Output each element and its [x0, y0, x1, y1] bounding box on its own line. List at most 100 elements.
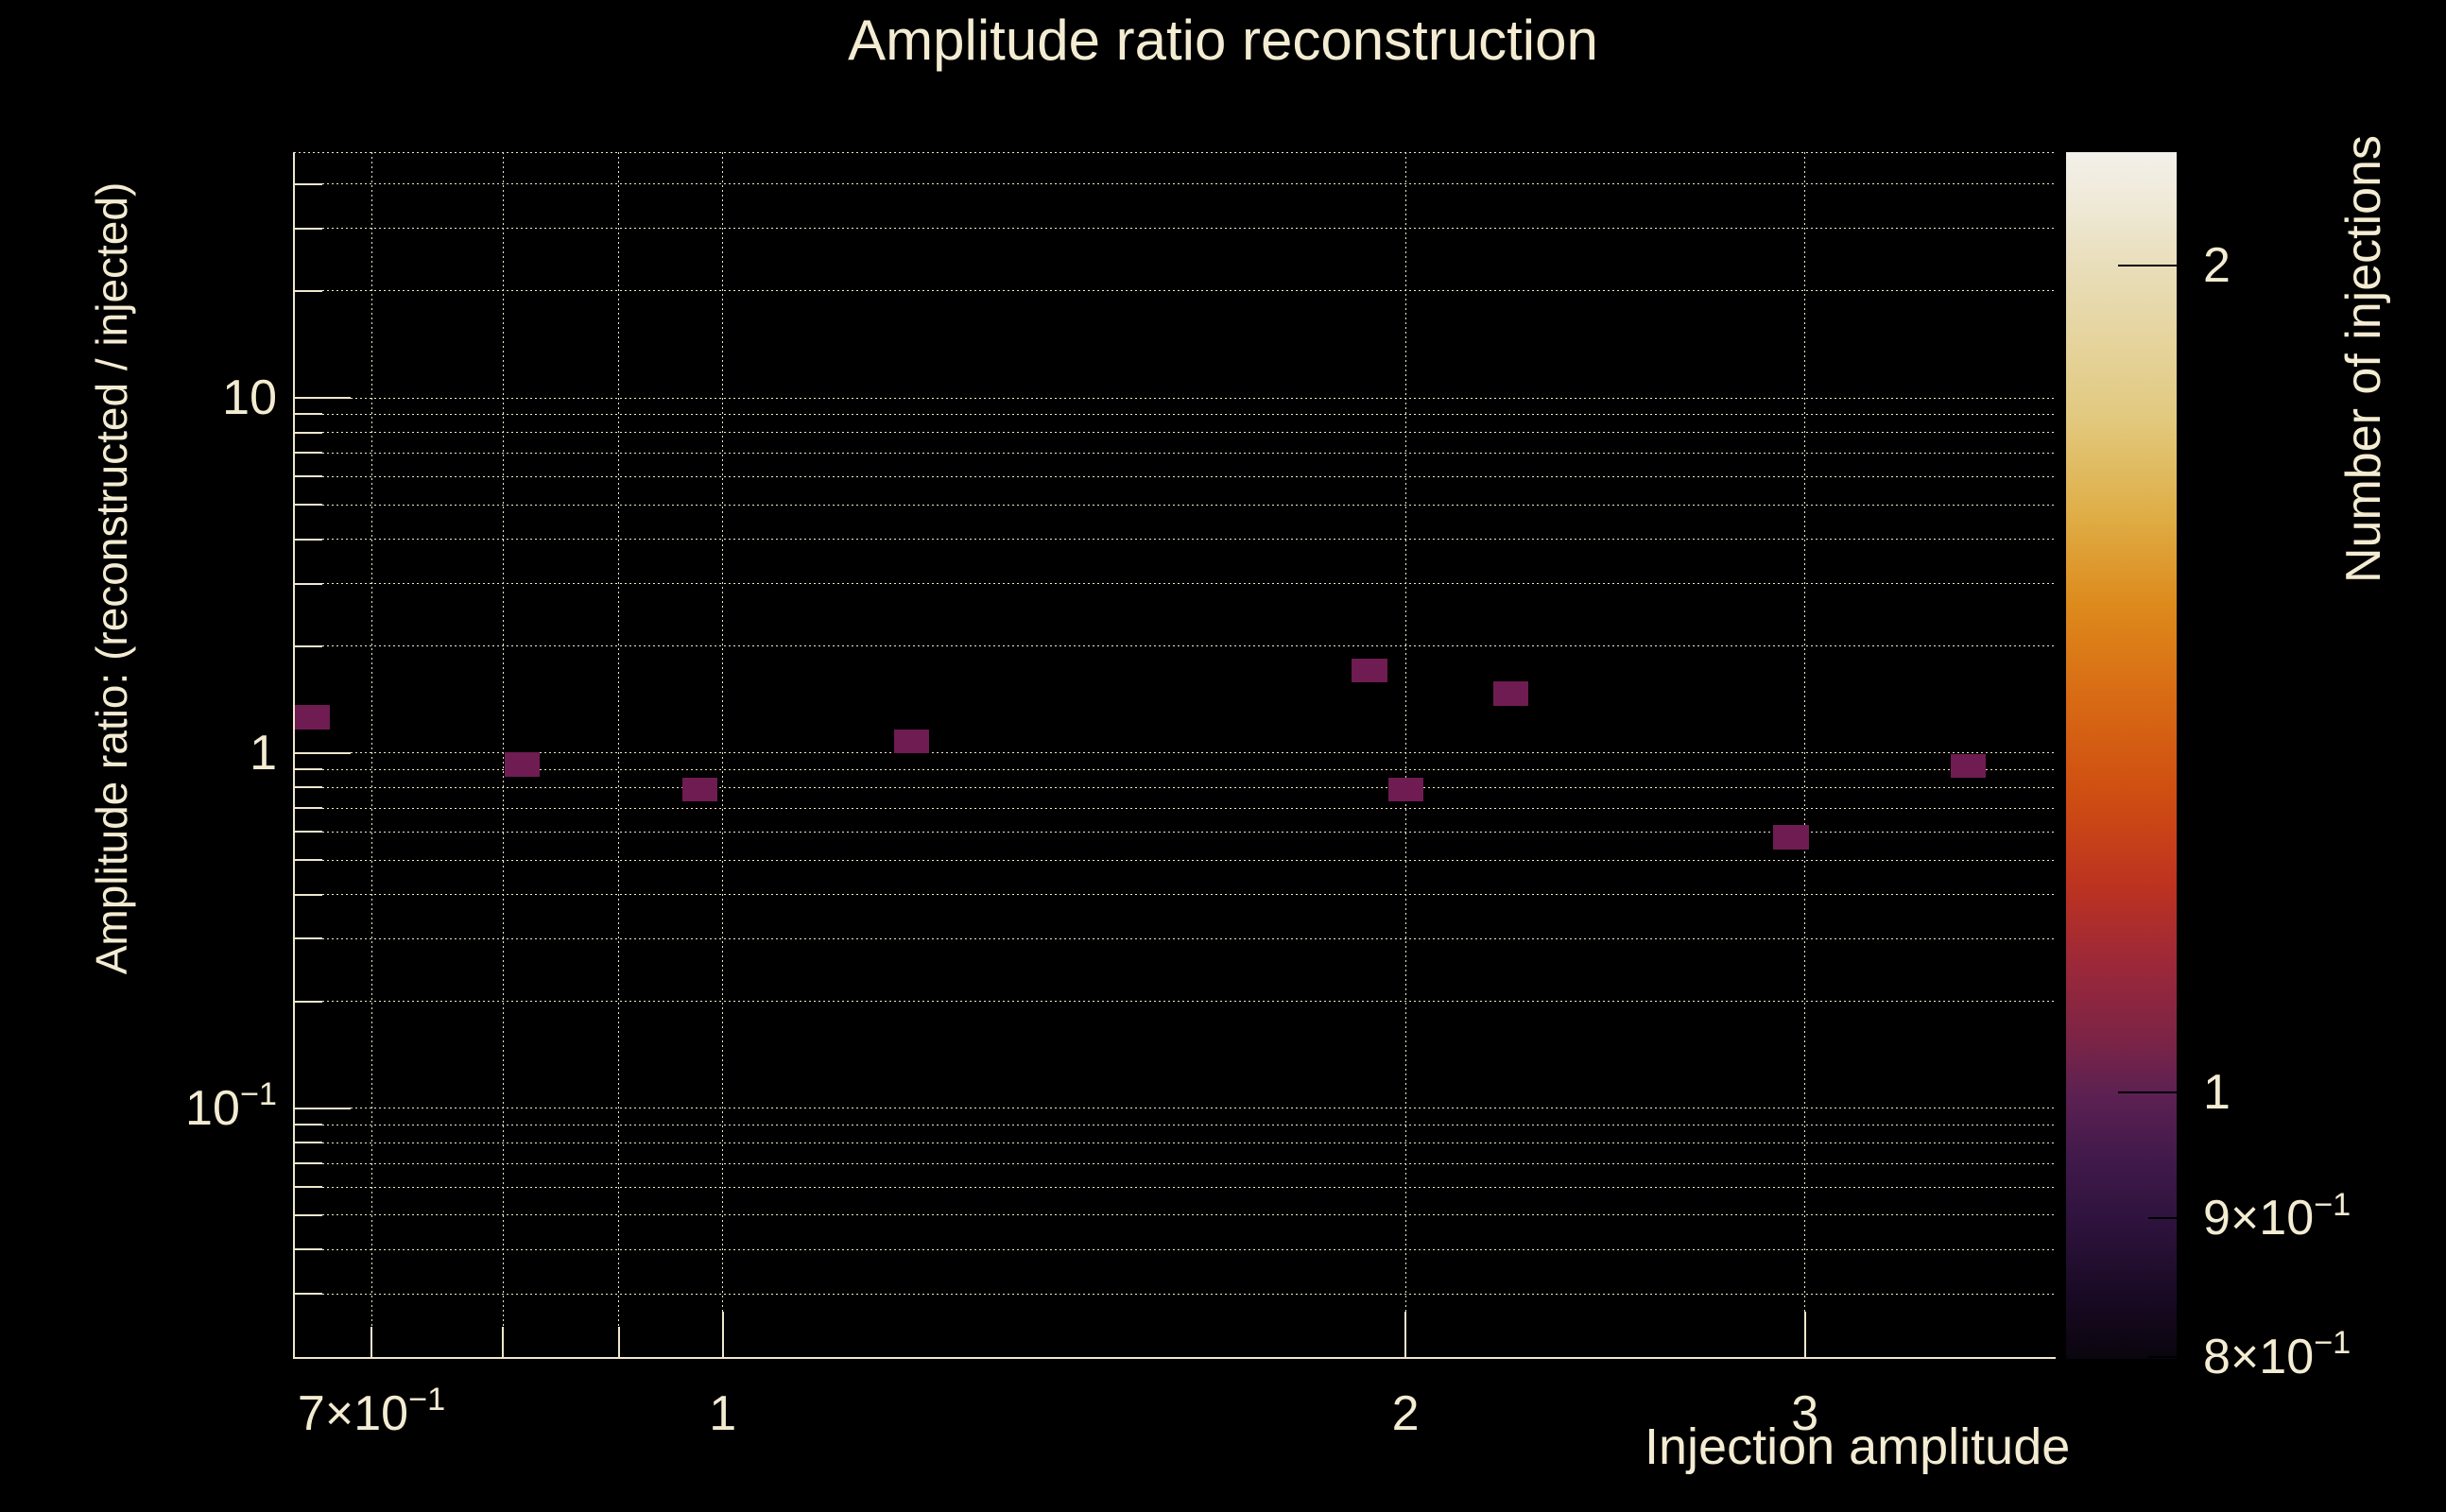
y-axis-tick: [294, 893, 322, 896]
y-axis-tick: [294, 582, 322, 585]
heatmap-bin: [1773, 825, 1809, 850]
heatmap-bin: [1388, 777, 1424, 802]
gridline-horizontal: [294, 831, 2055, 833]
gridline-horizontal: [294, 1214, 2055, 1216]
y-axis-tick: [294, 1186, 322, 1189]
y-axis-tick: [294, 937, 322, 940]
y-axis-tick: [294, 475, 322, 478]
gridline-vertical: [502, 152, 504, 1359]
gridline-horizontal: [294, 228, 2055, 230]
gridline-horizontal: [294, 397, 2055, 399]
x-axis-tick: [1803, 1312, 1806, 1359]
y-axis-tick: [294, 1000, 322, 1003]
colorbar: [2066, 152, 2177, 1359]
colorbar-tick: [2118, 1091, 2177, 1094]
y-axis-tick: [294, 413, 322, 416]
gridline-vertical: [370, 152, 372, 1359]
y-axis-tick: [294, 397, 351, 400]
exponent: −1: [408, 1382, 446, 1418]
y-axis-title: Amplitude ratio: (reconstructed / inject…: [87, 181, 136, 975]
y-axis-tick: [294, 768, 322, 771]
gridline-horizontal: [294, 539, 2055, 541]
gridline-horizontal: [294, 183, 2055, 185]
x-axis-tick: [1404, 1312, 1407, 1359]
gridline-horizontal: [294, 413, 2055, 415]
colorbar-tick: [2148, 1356, 2177, 1358]
gridline-horizontal: [294, 1293, 2055, 1295]
exponent: −1: [239, 1076, 277, 1113]
y-axis-tick: [294, 1142, 322, 1144]
colorbar-tick-label: 2: [2203, 238, 2231, 294]
gridline-horizontal: [294, 583, 2055, 585]
y-axis-tick: [294, 1213, 322, 1216]
exponent: −1: [2314, 1186, 2351, 1223]
y-axis-tick: [294, 1293, 322, 1296]
y-axis-tick: [294, 831, 322, 833]
plot-area: [294, 152, 2055, 1359]
gridline-horizontal: [294, 768, 2055, 770]
x-axis-tick: [370, 1327, 373, 1359]
gridline-horizontal: [294, 290, 2055, 292]
x-axis-tick-label: 2: [1391, 1386, 1420, 1441]
heatmap-bin: [1492, 681, 1528, 706]
gridline-horizontal: [294, 859, 2055, 861]
y-axis-tick: [294, 807, 322, 810]
colorbar-tick: [2148, 1217, 2177, 1220]
gridline-horizontal: [294, 1001, 2055, 1003]
y-axis-tick: [294, 1124, 322, 1125]
heatmap-bin: [1352, 658, 1387, 683]
gridline-vertical: [1804, 152, 1806, 1359]
y-axis-tick-label: 1: [250, 725, 277, 781]
gridline-horizontal: [294, 645, 2055, 647]
gridline-horizontal: [294, 894, 2055, 896]
colorbar-tick: [2118, 265, 2177, 267]
gridline-horizontal: [294, 937, 2055, 939]
gridline-horizontal: [294, 504, 2055, 506]
y-axis-tick: [294, 431, 322, 434]
x-axis-tick: [502, 1327, 505, 1359]
heatmap-bin: [505, 752, 541, 777]
y-axis-line: [293, 152, 295, 1359]
y-axis-tick: [294, 786, 322, 789]
y-axis-tick: [294, 751, 351, 754]
x-axis-tick-label: 7×10−1: [297, 1382, 446, 1441]
y-axis-tick: [294, 538, 322, 541]
exponent: −1: [2314, 1325, 2351, 1362]
y-axis-tick: [294, 644, 322, 647]
x-axis-tick: [721, 1312, 724, 1359]
heatmap-bin: [893, 729, 929, 754]
colorbar-title: Number of injections: [2336, 135, 2391, 583]
colorbar-tick-label: 9×10−1: [2203, 1186, 2351, 1246]
heatmap-bin: [294, 705, 330, 730]
x-axis-tick: [617, 1327, 620, 1359]
gridline-horizontal: [294, 151, 2055, 153]
gridline-horizontal: [294, 807, 2055, 809]
chart-title: Amplitude ratio reconstruction: [848, 9, 1598, 72]
gridline-vertical: [618, 152, 620, 1359]
colorbar-tick-label: 8×10−1: [2203, 1325, 2351, 1384]
gridline-horizontal: [294, 752, 2055, 754]
y-axis-tick: [294, 1162, 322, 1165]
y-axis-tick: [294, 227, 322, 230]
gridline-horizontal: [294, 432, 2055, 433]
y-axis-tick: [294, 1107, 351, 1109]
colorbar-tick-label: 1: [2203, 1065, 2231, 1121]
gridline-horizontal: [294, 475, 2055, 477]
gridline-horizontal: [294, 1162, 2055, 1164]
gridline-vertical: [1404, 152, 1406, 1359]
gridline-horizontal: [294, 786, 2055, 788]
x-axis-title: Injection amplitude: [1645, 1418, 2071, 1475]
y-axis-tick: [294, 504, 322, 507]
y-axis-tick-label: 10: [222, 370, 277, 426]
y-axis-tick: [294, 452, 322, 455]
y-axis-tick: [294, 1248, 322, 1251]
gridline-vertical: [722, 152, 724, 1359]
heatmap-bin: [681, 777, 718, 802]
y-axis-tick-label: 10−1: [185, 1076, 277, 1136]
gridline-horizontal: [294, 452, 2055, 454]
y-axis-tick: [294, 289, 322, 292]
heatmap-bin: [1950, 753, 1987, 779]
gridline-horizontal: [294, 1186, 2055, 1188]
